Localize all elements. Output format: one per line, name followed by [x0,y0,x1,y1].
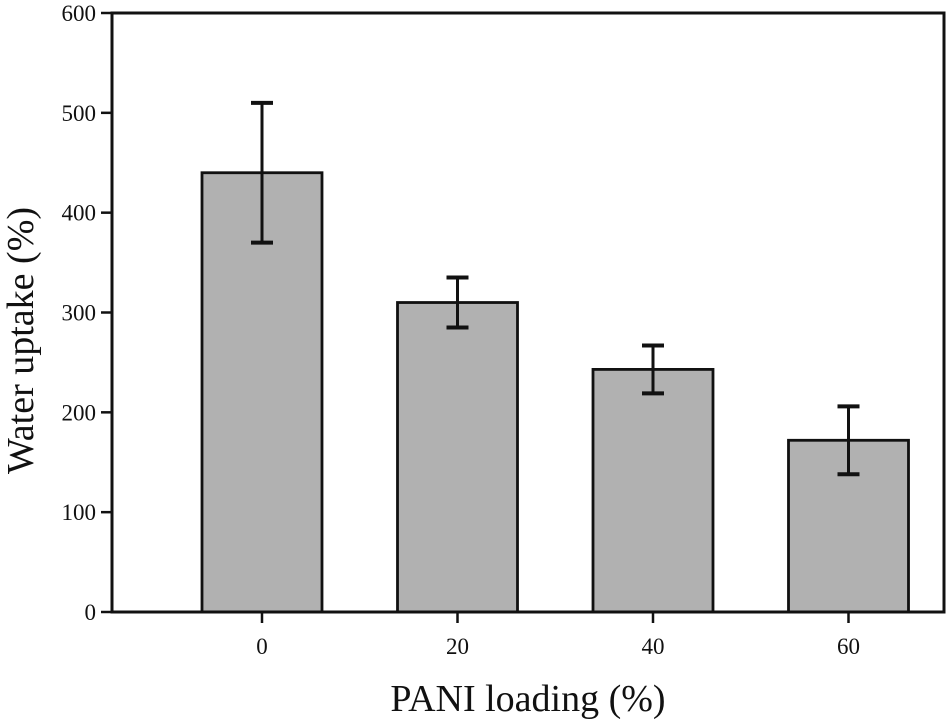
x-tick-label: 0 [256,634,268,659]
bar [396,301,519,614]
y-tick-label: 200 [62,400,97,425]
y-tick-label: 500 [62,101,97,126]
x-tick-label: 60 [837,634,860,659]
y-axis-label: Water uptake (%) [0,207,42,474]
y-tick-label: 600 [62,1,97,26]
x-axis-label: PANI loading (%) [390,678,665,720]
bar [591,368,715,614]
y-tick-label: 100 [62,500,97,525]
y-tick-label: 0 [85,600,97,625]
y-tick-label: 300 [62,301,97,326]
bar [200,171,324,614]
x-tick-label: 20 [446,634,469,659]
x-tick-label: 40 [642,634,665,659]
y-tick-label: 400 [62,201,97,226]
